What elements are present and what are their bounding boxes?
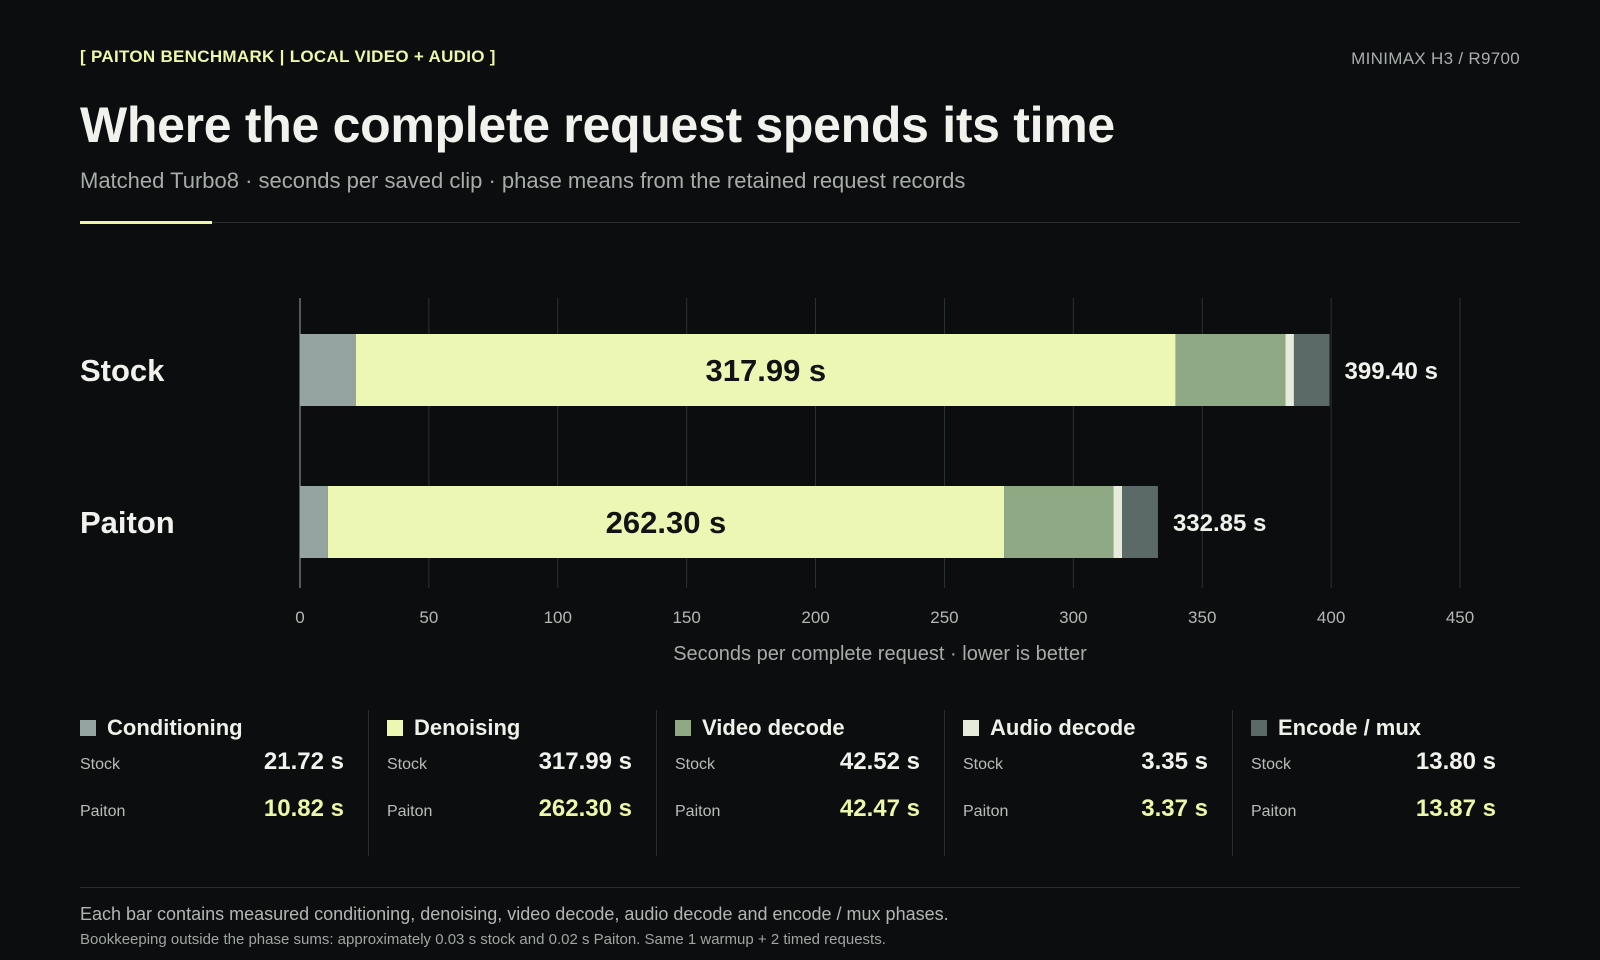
- phase-legend: Conditioning Stock 21.72 s Paiton 10.82 s …: [80, 710, 1520, 856]
- bar-segment: [300, 486, 328, 558]
- legend-stock-label: Stock: [675, 756, 716, 773]
- bar-segment: [300, 334, 356, 406]
- x-axis-label: Seconds per complete request · lower is …: [673, 643, 1087, 665]
- legend-stock-label: Stock: [1251, 756, 1292, 773]
- x-tick-label: 150: [672, 608, 700, 627]
- legend-col-denoising: Denoising Stock 317.99 s Paiton 262.30 s: [368, 710, 656, 856]
- legend-stock-value: 317.99 s: [538, 748, 632, 775]
- x-tick-label: 100: [544, 608, 572, 627]
- x-tick-label: 300: [1059, 608, 1087, 627]
- x-tick-label: 450: [1446, 608, 1474, 627]
- bar-segment: [355, 334, 1176, 406]
- legend-swatch: [963, 720, 979, 736]
- legend-name: Encode / mux: [1278, 715, 1422, 740]
- legend-swatch: [387, 720, 403, 736]
- category-label: Stock: [80, 353, 165, 388]
- legend-swatch: [80, 720, 96, 736]
- legend-col-conditioning: Conditioning Stock 21.72 s Paiton 10.82 s: [80, 710, 368, 856]
- legend-stock-label: Stock: [387, 756, 428, 773]
- legend-paiton-value: 10.82 s: [263, 795, 344, 822]
- x-tick-label: 0: [295, 608, 304, 627]
- header-divider-accent: [80, 221, 212, 224]
- legend-stock-label: Stock: [80, 756, 121, 773]
- legend-paiton-label: Paiton: [80, 803, 126, 820]
- legend-paiton-value: 42.47 s: [839, 795, 920, 822]
- bar-segment: [1293, 334, 1330, 406]
- legend-stock-label: Stock: [963, 756, 1004, 773]
- bar-value-label: 317.99 s: [706, 353, 827, 388]
- bar-segment: [1175, 334, 1286, 406]
- legend-name: Denoising: [414, 715, 521, 740]
- page-title: Where the complete request spends its ti…: [80, 97, 1115, 153]
- legend-paiton-label: Paiton: [675, 803, 721, 820]
- stacked-bar-chart: 0 50 100 150 200 250 300 350 400 450 Stock 317.99 …: [80, 298, 1474, 665]
- footer-note: Each bar contains measured conditioning,…: [80, 904, 949, 924]
- bar-segment: [1113, 486, 1123, 558]
- legend-stock-value: 21.72 s: [263, 748, 344, 775]
- legend-name: Conditioning: [107, 715, 243, 740]
- kicker-label: [ PAITON BENCHMARK | LOCAL VIDEO + AUDIO…: [80, 47, 496, 66]
- legend-paiton-value: 13.87 s: [1415, 795, 1496, 822]
- legend-stock-value: 3.35 s: [1141, 748, 1208, 775]
- bar-segment: [327, 486, 1005, 558]
- x-tick-label: 200: [801, 608, 829, 627]
- legend-paiton-label: Paiton: [963, 803, 1009, 820]
- legend-col-encode-mux: Encode / mux Stock 13.80 s Paiton 13.87 s: [1232, 710, 1520, 856]
- bar-total-label: 332.85 s: [1173, 510, 1266, 537]
- header-divider: [80, 222, 1520, 223]
- legend-swatch: [1251, 720, 1267, 736]
- category-label: Paiton: [80, 505, 175, 540]
- bar-total-label: 399.40 s: [1345, 358, 1438, 385]
- x-tick-label: 350: [1188, 608, 1216, 627]
- legend-name: Video decode: [702, 715, 845, 740]
- system-label: MINIMAX H3 / R9700: [1351, 49, 1520, 68]
- bar-segment: [1004, 486, 1114, 558]
- page-subtitle: Matched Turbo8 · seconds per saved clip …: [80, 168, 966, 193]
- bar-segment: [1285, 334, 1294, 406]
- legend-col-audio-decode: Audio decode Stock 3.35 s Paiton 3.37 s: [944, 710, 1232, 856]
- legend-col-video-decode: Video decode Stock 42.52 s Paiton 42.47 s: [656, 710, 944, 856]
- bar-segment: [1122, 486, 1158, 558]
- legend-stock-value: 13.80 s: [1415, 748, 1496, 775]
- legend-stock-value: 42.52 s: [839, 748, 920, 775]
- legend-paiton-value: 262.30 s: [538, 795, 632, 822]
- bar-value-label: 262.30 s: [606, 505, 727, 540]
- legend-paiton-label: Paiton: [387, 803, 433, 820]
- legend-paiton-value: 3.37 s: [1141, 795, 1208, 822]
- legend-name: Audio decode: [990, 715, 1136, 740]
- x-tick-label: 50: [419, 608, 438, 627]
- footer-divider: [80, 887, 1520, 888]
- bars-layer: [300, 334, 1330, 558]
- legend-swatch: [675, 720, 691, 736]
- x-tick-label: 400: [1317, 608, 1345, 627]
- legend-paiton-label: Paiton: [1251, 803, 1297, 820]
- x-tick-label: 250: [930, 608, 958, 627]
- footer-fine-print: Bookkeeping outside the phase sums: appr…: [80, 931, 886, 948]
- labels-layer: Stock 317.99 s 399.40 s Paiton 262.30 s 332.8…: [80, 353, 1438, 540]
